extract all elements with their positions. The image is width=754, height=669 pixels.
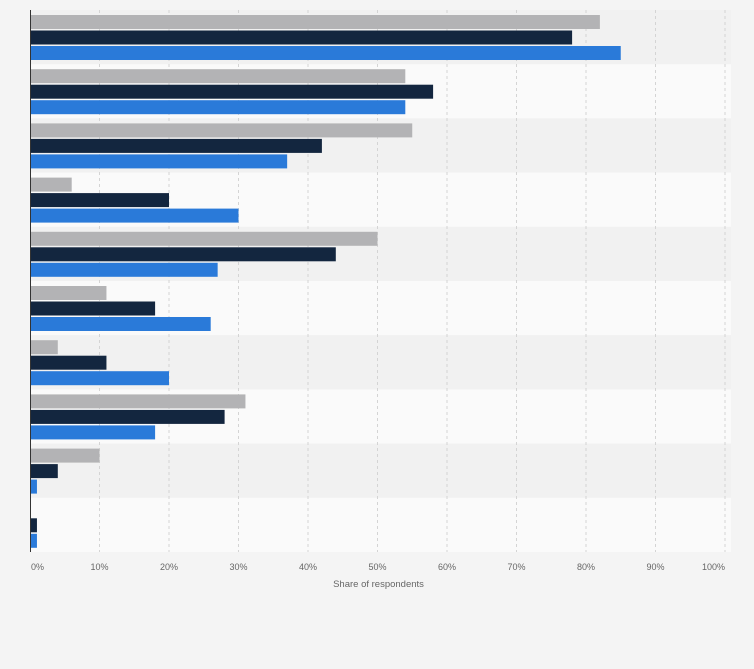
x-tick-label: 80% bbox=[577, 562, 595, 572]
bar-series-1-group-7 bbox=[30, 340, 58, 355]
x-tick-label: 10% bbox=[90, 562, 108, 572]
row-band-9 bbox=[30, 443, 731, 498]
x-tick-label: 30% bbox=[229, 562, 247, 572]
bar-series-3-group-10 bbox=[30, 533, 37, 548]
bar-series-3-group-5 bbox=[30, 262, 218, 277]
bar-series-3-group-6 bbox=[30, 317, 211, 331]
bar-series-3-group-9 bbox=[30, 479, 37, 494]
bar-series-1-group-1 bbox=[30, 15, 600, 29]
bar-series-2-group-8 bbox=[30, 409, 225, 424]
x-tick-label: 0% bbox=[31, 562, 44, 572]
bar-series-1-group-3 bbox=[30, 123, 413, 138]
bar-series-3-group-8 bbox=[30, 425, 156, 440]
row-band-10 bbox=[30, 497, 731, 552]
bar-series-3-group-4 bbox=[30, 208, 239, 223]
x-tick-label: 70% bbox=[507, 562, 525, 572]
bar-series-2-group-7 bbox=[30, 355, 107, 370]
x-tick-label: 60% bbox=[438, 562, 456, 572]
bar-series-1-group-8 bbox=[30, 394, 246, 409]
bar-series-1-group-4 bbox=[30, 177, 72, 192]
bar-series-2-group-1 bbox=[30, 30, 573, 45]
bar-series-2-group-5 bbox=[30, 247, 336, 262]
x-tick-label: 20% bbox=[160, 562, 178, 572]
bar-series-2-group-9 bbox=[30, 464, 58, 479]
bar-series-3-group-1 bbox=[30, 46, 621, 60]
bar-series-2-group-2 bbox=[30, 84, 434, 99]
bar-series-2-group-10 bbox=[30, 518, 37, 533]
x-tick-label: 90% bbox=[646, 562, 664, 572]
bar-series-1-group-6 bbox=[30, 286, 107, 300]
x-tick-labels: 0% 10% 20% 30% 40% 50% 60% 70% 80% 90% 100% bbox=[31, 562, 725, 572]
x-tick-label: 100% bbox=[702, 562, 725, 572]
bar-series-2-group-3 bbox=[30, 138, 322, 153]
bar-series-3-group-3 bbox=[30, 154, 288, 169]
bar-series-1-group-5 bbox=[30, 231, 378, 246]
x-axis-title: Share of respondents bbox=[333, 579, 424, 590]
bar-series-2-group-6 bbox=[30, 301, 156, 316]
bar-series-2-group-4 bbox=[30, 193, 169, 208]
x-tick-label: 50% bbox=[368, 562, 386, 572]
x-tick-label: 40% bbox=[299, 562, 317, 572]
bar-series-3-group-2 bbox=[30, 100, 406, 115]
bars bbox=[30, 15, 621, 548]
bar-series-1-group-2 bbox=[30, 69, 406, 84]
bar-series-1-group-9 bbox=[30, 448, 100, 463]
bar-series-3-group-7 bbox=[30, 371, 169, 386]
